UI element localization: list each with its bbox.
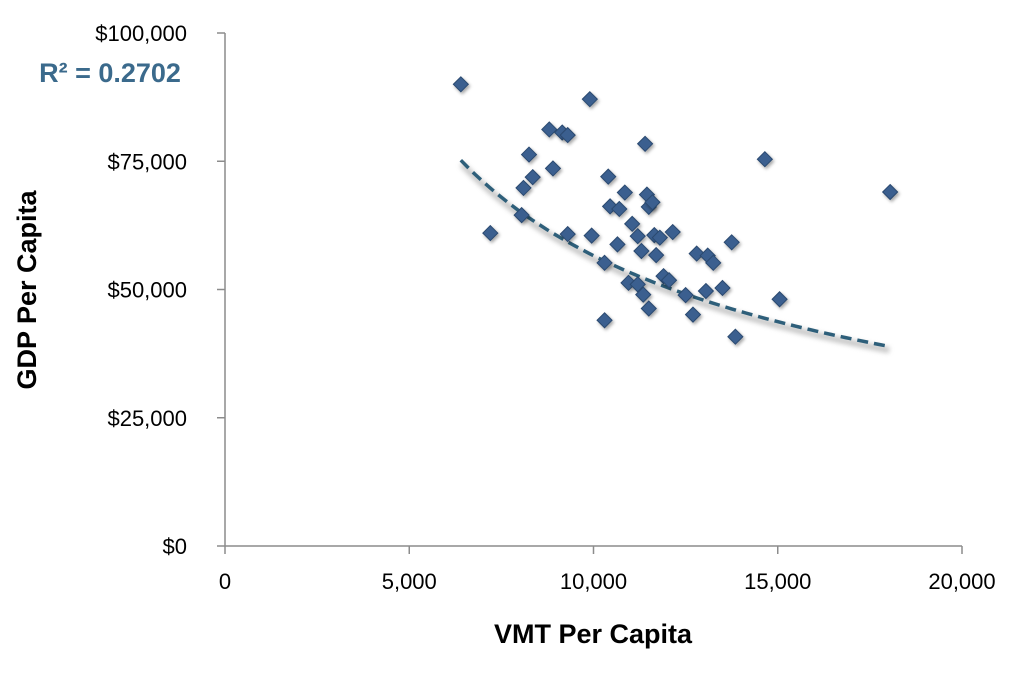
data-point xyxy=(515,179,532,197)
axes xyxy=(224,33,962,547)
data-point xyxy=(635,286,652,303)
y-tick-label: $50,000 xyxy=(107,278,187,303)
data-point xyxy=(583,227,600,244)
x-tick-label: 20,000 xyxy=(928,569,995,594)
trendline-group xyxy=(459,158,890,354)
data-point xyxy=(623,215,641,233)
data-point xyxy=(616,184,634,201)
data-point xyxy=(581,90,599,108)
data-point xyxy=(633,242,650,260)
data-point xyxy=(771,291,788,308)
y-tick-label: $100,000 xyxy=(95,21,187,46)
x-tick-label: 5,000 xyxy=(382,569,437,594)
data-point xyxy=(596,254,613,272)
data-point xyxy=(727,328,744,345)
data-point xyxy=(684,306,702,323)
data-point xyxy=(544,160,562,177)
data-point xyxy=(629,227,646,245)
data-points xyxy=(452,76,899,345)
data-point xyxy=(651,229,669,246)
data-point xyxy=(705,254,722,272)
data-point xyxy=(660,272,678,289)
data-point xyxy=(664,223,681,241)
data-point xyxy=(714,279,731,297)
trendline-shadow xyxy=(459,162,890,354)
data-point xyxy=(756,150,774,168)
data-point xyxy=(677,286,694,304)
x-tick-label: 10,000 xyxy=(560,569,627,594)
y-tick-label: $25,000 xyxy=(107,406,187,431)
data-point xyxy=(482,224,499,242)
data-point xyxy=(452,76,470,93)
y-ticks: $0 $25,000 $50,000 $75,000 $100,000 xyxy=(95,21,225,559)
data-point xyxy=(723,234,740,251)
data-point xyxy=(609,236,626,253)
data-point xyxy=(881,183,899,201)
data-point xyxy=(520,146,538,163)
data-point xyxy=(697,282,715,300)
data-point xyxy=(524,168,541,186)
data-point xyxy=(647,246,665,264)
x-tick-label: 15,000 xyxy=(744,569,811,594)
data-point xyxy=(559,126,576,144)
r-squared-annotation: R² = 0.2702 xyxy=(39,58,181,88)
data-point xyxy=(596,312,613,329)
data-point xyxy=(600,168,617,185)
data-point xyxy=(611,200,628,218)
y-tick-label: $75,000 xyxy=(107,149,187,174)
data-point xyxy=(629,276,646,293)
data-point xyxy=(640,300,657,317)
data-point xyxy=(559,225,576,243)
y-axis-title: GDP Per Capita xyxy=(12,189,42,389)
data-point xyxy=(636,135,654,153)
y-tick-label: $0 xyxy=(163,534,187,559)
x-ticks: 0 5,000 10,000 15,000 20,000 xyxy=(219,546,996,594)
x-tick-label: 0 xyxy=(219,569,231,594)
data-point xyxy=(688,245,705,262)
data-point xyxy=(513,206,530,224)
trendline xyxy=(459,158,889,348)
data-point xyxy=(541,121,558,138)
x-axis-title: VMT Per Capita xyxy=(494,619,693,649)
data-point xyxy=(644,194,661,211)
